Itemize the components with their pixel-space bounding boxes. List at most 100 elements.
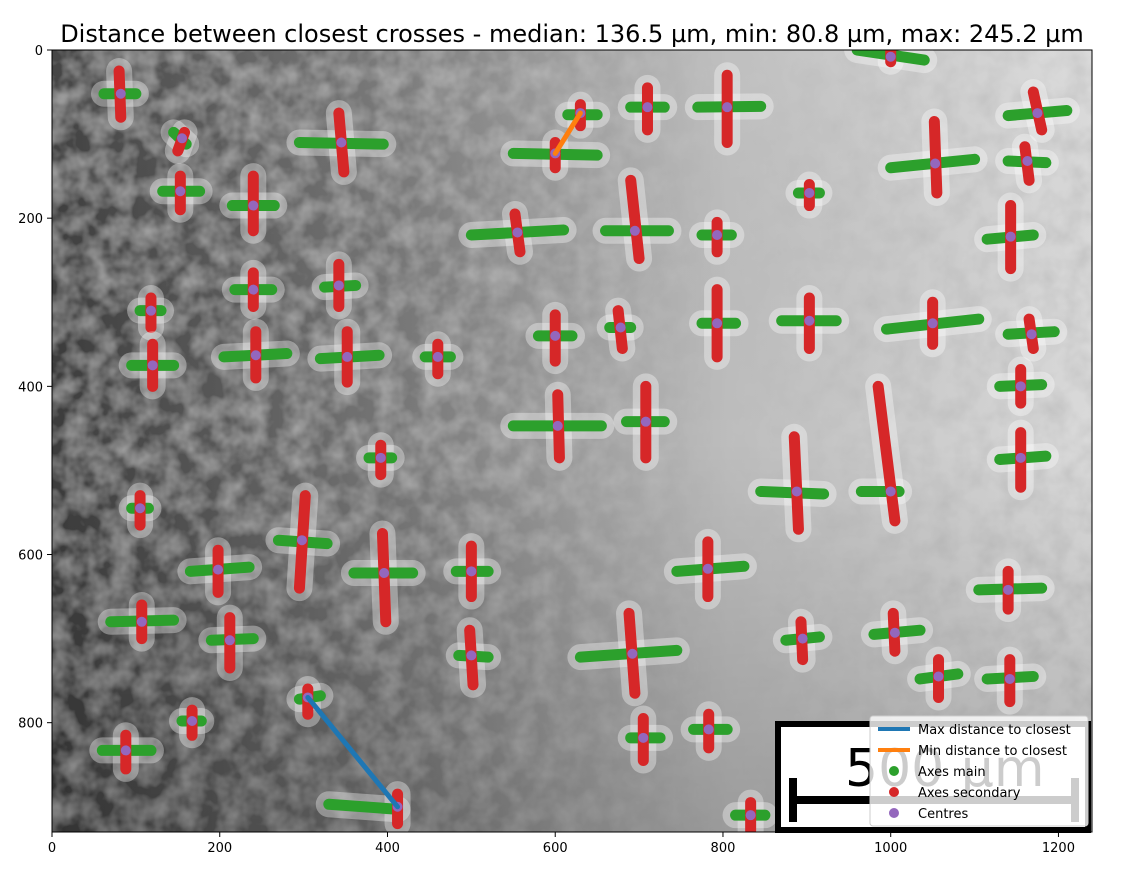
centre-point xyxy=(933,671,944,682)
legend-swatch-centres xyxy=(889,808,899,818)
cross-50 xyxy=(567,600,690,707)
centre-point xyxy=(1015,452,1026,463)
centre-point xyxy=(120,745,131,756)
centre-point xyxy=(375,452,386,463)
centre-point xyxy=(885,486,896,497)
centre-point xyxy=(712,318,723,329)
centre-point xyxy=(136,616,147,627)
cross-19 xyxy=(311,251,369,320)
x-tick-label: 0 xyxy=(48,841,56,856)
cross-43 xyxy=(663,528,757,610)
cross-29 xyxy=(307,318,393,396)
centre-point xyxy=(379,568,390,579)
centre-point xyxy=(1005,231,1016,242)
legend-label-max: Max distance to closest xyxy=(918,723,1071,738)
centre-point xyxy=(615,322,626,333)
cross-11 xyxy=(219,163,288,244)
micrograph-shade xyxy=(52,50,1092,832)
cross-26 xyxy=(995,306,1068,362)
centre-point xyxy=(213,564,224,575)
x-tick-label: 1000 xyxy=(874,841,907,856)
legend-label-min: Min distance to closest xyxy=(918,744,1067,759)
cross-54 xyxy=(169,697,215,749)
x-tick-label: 200 xyxy=(207,841,232,856)
centre-point xyxy=(638,732,649,743)
centre-point xyxy=(1003,584,1014,595)
centre-point xyxy=(804,315,815,326)
centre-point xyxy=(145,305,156,316)
cross-17 xyxy=(974,192,1047,282)
centre-point xyxy=(175,186,186,197)
cross-28 xyxy=(210,318,300,391)
cross-2 xyxy=(286,100,397,185)
axes-secondary-mark xyxy=(788,431,804,535)
centre-point xyxy=(745,810,756,821)
y-axis: 0 200 400 600 800 xyxy=(18,44,52,732)
cross-30 xyxy=(412,331,464,387)
max-distance-line xyxy=(305,694,401,810)
centre-point xyxy=(640,416,651,427)
cross-14 xyxy=(458,200,577,265)
y-tick-label: 400 xyxy=(18,380,43,395)
cross-24 xyxy=(768,285,850,362)
y-tick-label: 0 xyxy=(35,44,43,59)
cross-42 xyxy=(443,533,502,610)
centre-point xyxy=(1026,329,1037,340)
cross-31 xyxy=(986,356,1055,417)
chart-title: Distance between closest crosses - media… xyxy=(60,20,1084,48)
cross-41 xyxy=(340,520,426,635)
cross-40 xyxy=(177,537,263,606)
centre-point xyxy=(1004,673,1015,684)
legend-label-centres: Centres xyxy=(918,807,968,822)
centre-point xyxy=(296,535,307,546)
cross-12 xyxy=(995,133,1059,194)
legend-label-axes-main: Axes main xyxy=(918,765,986,780)
distance-lines xyxy=(305,110,583,810)
legend-swatch-axes-secondary xyxy=(889,787,899,797)
cross-0 xyxy=(844,50,938,75)
cross-48 xyxy=(860,600,934,665)
centre-point xyxy=(1032,108,1043,119)
cross-32 xyxy=(500,381,615,471)
cross-3 xyxy=(160,119,200,164)
axes-secondary-mark xyxy=(872,380,901,527)
cross-39 xyxy=(265,482,341,602)
legend-swatch-axes-main xyxy=(889,766,899,776)
centre-point xyxy=(702,563,713,574)
min-distance-line xyxy=(552,110,583,156)
cross-45 xyxy=(97,591,187,652)
cross-51 xyxy=(907,646,971,711)
centre-point xyxy=(115,88,126,99)
centre-point xyxy=(797,633,808,644)
centre-point xyxy=(552,420,563,431)
centre-point xyxy=(336,137,347,148)
cross-35 xyxy=(986,419,1059,501)
centre-point xyxy=(804,187,815,198)
cross-25 xyxy=(873,289,992,358)
cross-1 xyxy=(91,58,149,131)
centre-point xyxy=(712,229,723,240)
x-tick-label: 800 xyxy=(711,841,736,856)
centre-point xyxy=(250,350,261,361)
cross-55 xyxy=(617,705,674,774)
cross-47 xyxy=(772,608,833,673)
centre-point xyxy=(342,351,353,362)
cross-27 xyxy=(118,331,187,400)
cross-16 xyxy=(689,209,745,265)
legend-label-axes-secondary: Axes secondary xyxy=(918,786,1021,801)
cross-15 xyxy=(592,167,682,272)
centre-point xyxy=(512,227,523,238)
centre-point xyxy=(466,566,477,577)
cross-18 xyxy=(221,259,285,320)
centre-point xyxy=(333,280,344,291)
centre-point xyxy=(248,200,259,211)
centre-point xyxy=(135,503,146,514)
centre-point xyxy=(889,627,900,638)
cross-20 xyxy=(127,285,175,341)
cross-22 xyxy=(596,297,644,362)
cross-13 xyxy=(785,171,833,219)
centre-point xyxy=(703,724,714,735)
cross-10 xyxy=(149,163,213,223)
centre-point xyxy=(1015,381,1026,392)
axes-main-mark xyxy=(323,798,404,815)
